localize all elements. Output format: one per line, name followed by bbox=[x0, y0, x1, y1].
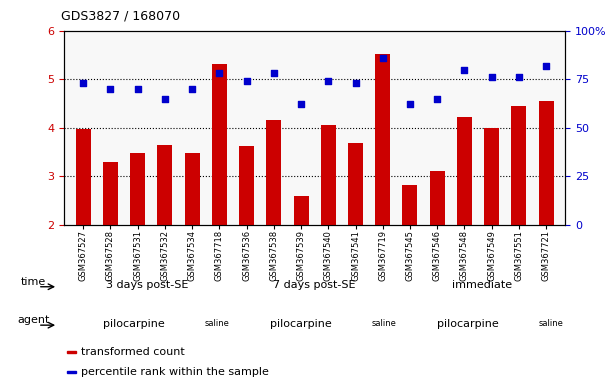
Point bbox=[323, 78, 333, 84]
Text: transformed count: transformed count bbox=[81, 347, 185, 357]
Point bbox=[405, 101, 415, 108]
Text: saline: saline bbox=[372, 319, 397, 328]
Bar bbox=[375, 54, 390, 225]
Text: agent: agent bbox=[18, 315, 49, 325]
Bar bbox=[539, 101, 554, 225]
Text: immediate: immediate bbox=[452, 280, 512, 290]
Text: pilocarpine: pilocarpine bbox=[437, 318, 499, 329]
Point bbox=[106, 86, 115, 92]
Point bbox=[378, 55, 387, 61]
Bar bbox=[293, 195, 309, 225]
Point bbox=[514, 74, 524, 80]
Point bbox=[269, 70, 279, 76]
Bar bbox=[67, 371, 76, 373]
Bar bbox=[212, 64, 227, 225]
Point bbox=[351, 80, 360, 86]
Text: saline: saline bbox=[539, 319, 564, 328]
Bar bbox=[457, 117, 472, 225]
Text: 7 days post-SE: 7 days post-SE bbox=[273, 280, 356, 290]
Text: 3 days post-SE: 3 days post-SE bbox=[106, 280, 189, 290]
Text: percentile rank within the sample: percentile rank within the sample bbox=[81, 367, 269, 377]
Point bbox=[242, 78, 252, 84]
Bar bbox=[103, 162, 118, 225]
Bar bbox=[67, 351, 76, 353]
Text: saline: saline bbox=[205, 319, 230, 328]
Bar bbox=[403, 185, 417, 225]
Bar bbox=[348, 143, 363, 225]
Point bbox=[459, 66, 469, 73]
Bar bbox=[185, 153, 200, 225]
Text: pilocarpine: pilocarpine bbox=[103, 318, 164, 329]
Point bbox=[541, 63, 551, 69]
Text: pilocarpine: pilocarpine bbox=[270, 318, 332, 329]
Text: GDS3827 / 168070: GDS3827 / 168070 bbox=[61, 10, 180, 23]
Bar bbox=[266, 121, 281, 225]
Bar bbox=[511, 106, 526, 225]
Bar bbox=[130, 153, 145, 225]
Bar bbox=[76, 129, 90, 225]
Bar bbox=[430, 171, 445, 225]
Point bbox=[296, 101, 306, 108]
Point bbox=[433, 96, 442, 102]
Bar bbox=[158, 145, 172, 225]
Point bbox=[133, 86, 142, 92]
Point bbox=[78, 80, 88, 86]
Bar bbox=[321, 125, 336, 225]
Text: time: time bbox=[21, 277, 46, 287]
Point bbox=[487, 74, 497, 80]
Point bbox=[160, 96, 170, 102]
Bar bbox=[484, 128, 499, 225]
Bar bbox=[239, 146, 254, 225]
Point bbox=[214, 70, 224, 76]
Point bbox=[187, 86, 197, 92]
